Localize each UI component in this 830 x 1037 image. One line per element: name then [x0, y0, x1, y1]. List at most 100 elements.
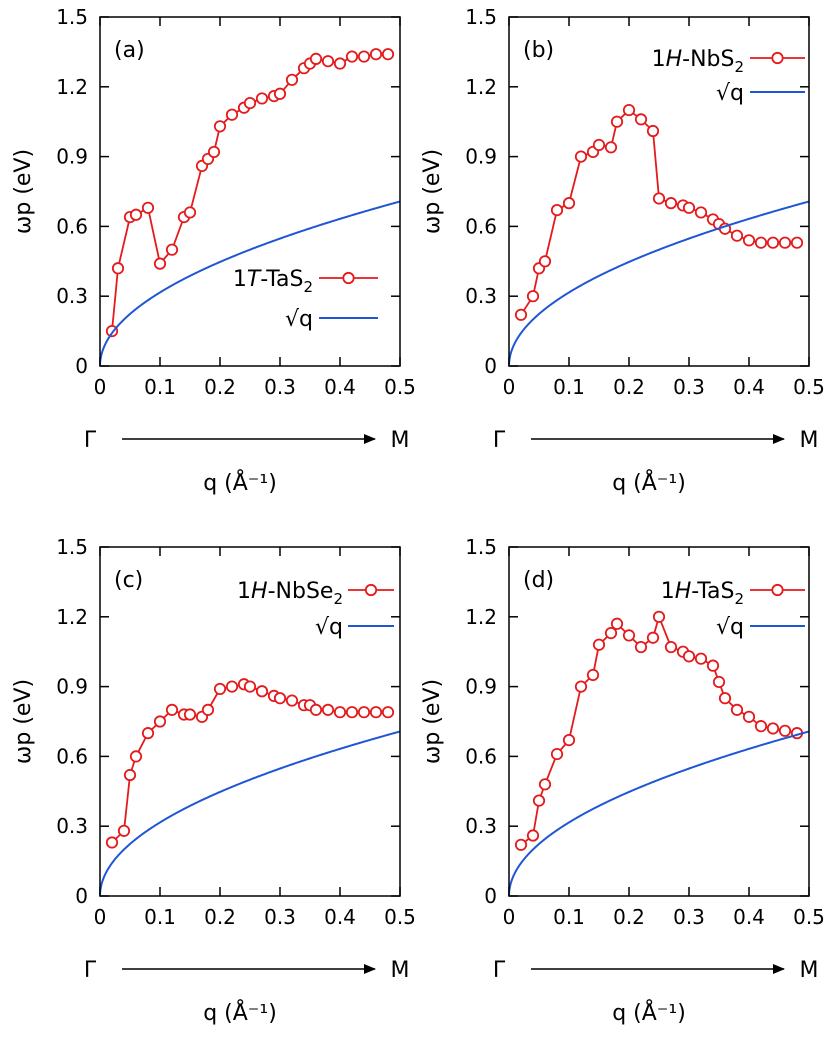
data-point: [111, 262, 125, 275]
x-tick-label: 0.4: [324, 375, 356, 399]
sqrt-q-curve: [99, 730, 401, 897]
x-tick-label: 0.4: [324, 905, 356, 929]
m-point-label: M: [800, 958, 819, 983]
plasmon-dispersion-line: [520, 614, 798, 846]
chart-panel-4: 0 0.3 0.6 0.9 1.2 1.5 0 0.1 0.2 0.3 0.4 0.5 (d) 1H-Ta…: [420, 535, 825, 1026]
legend-label-material: 1H-TaS2: [661, 579, 744, 608]
x-tick-label: 0.4: [733, 905, 765, 929]
legend-name-prefix: 1: [652, 47, 666, 72]
chart-panel-2: 0 0.3 0.6 0.9 1.2 1.5 0 0.1 0.2 0.3 0.4 0.5 (b) 1H-Nb…: [420, 5, 825, 496]
y-tick-label: 1.2: [465, 605, 497, 629]
legend-name-subscript: 2: [333, 590, 343, 608]
y-tick-label: 0: [484, 354, 497, 378]
data-point: [255, 685, 269, 698]
data-point: [141, 727, 155, 740]
data-point: [754, 720, 768, 733]
data-point: [225, 680, 239, 693]
y-tick-label: 1.5: [465, 5, 497, 29]
legend-name-prefix: 1: [237, 579, 251, 604]
x-tick-label: 0: [503, 375, 516, 399]
y-tick-label: 1.2: [56, 75, 88, 99]
data-point: [706, 659, 720, 672]
x-tick-label: 0.3: [673, 905, 705, 929]
x-axis-title: q (Å⁻¹): [612, 469, 686, 496]
x-tick-label: 0: [94, 375, 107, 399]
data-point: [652, 610, 666, 623]
x-axis-title: q (Å⁻¹): [612, 999, 686, 1026]
x-tick-label: 0.3: [264, 375, 296, 399]
y-tick-label: 0.3: [465, 284, 497, 308]
gamma-point-label: Γ: [84, 428, 97, 453]
legend-name-body: -TaS: [260, 267, 303, 292]
y-tick-label: 0.6: [465, 214, 497, 238]
m-point-label: M: [391, 958, 410, 983]
data-point: [664, 197, 678, 210]
data-point: [273, 87, 287, 100]
data-point: [742, 710, 756, 723]
panel-label: (b): [523, 38, 554, 63]
data-point: [285, 694, 299, 707]
data-point: [790, 236, 804, 249]
y-tick-label: 0: [75, 884, 88, 908]
data-point: [105, 836, 119, 849]
data-point: [730, 703, 744, 716]
data-point: [165, 243, 179, 256]
y-tick-label: 0.3: [465, 814, 497, 838]
x-tick-label: 0.3: [673, 375, 705, 399]
data-point: [225, 108, 239, 121]
x-tick-label: 0.1: [144, 905, 176, 929]
data-point: [538, 778, 552, 791]
y-tick-label: 1.5: [56, 5, 88, 29]
legend-name-body: -NbSe: [268, 579, 334, 604]
legend-name-subscript: 2: [734, 590, 744, 608]
data-point: [712, 675, 726, 689]
data-point: [141, 201, 155, 214]
data-point: [550, 747, 564, 761]
data-point: [129, 208, 143, 221]
legend-name-body: -NbS: [682, 47, 734, 72]
data-point: [213, 682, 227, 696]
sqrt-q-curve: [99, 200, 401, 367]
legend-label-material: 1H-NbS2: [652, 47, 744, 76]
data-point: [646, 631, 660, 644]
data-point: [682, 650, 696, 663]
x-tick-label: 0.2: [613, 905, 645, 929]
data-point: [369, 706, 383, 719]
data-point: [634, 113, 648, 126]
legend-marker-material: [771, 583, 784, 597]
x-tick-label: 0.2: [204, 375, 236, 399]
x-tick-label: 0.5: [384, 375, 416, 399]
data-point: [153, 715, 167, 728]
plot-frame: [99, 16, 401, 367]
data-point: [610, 115, 624, 128]
chart-panel-3: 0 0.3 0.6 0.9 1.2 1.5 0 0.1 0.2 0.3 0.4 0.5 (c) 1H-Nb…: [11, 535, 416, 1026]
data-point: [345, 706, 359, 719]
data-point: [321, 703, 335, 716]
data-point: [369, 48, 383, 61]
y-tick-label: 0: [484, 884, 497, 908]
y-axis-title: ωp (eV): [420, 149, 445, 234]
data-point: [123, 768, 137, 782]
data-point: [592, 638, 606, 651]
y-tick-label: 0.3: [56, 814, 88, 838]
legend-label-sqrt: √q: [716, 81, 744, 106]
data-point: [321, 55, 335, 68]
gamma-point-label: Γ: [84, 958, 97, 983]
y-tick-label: 0.6: [56, 744, 88, 768]
legend-marker-material: [364, 583, 378, 597]
legend-label-sqrt: √q: [285, 307, 313, 332]
data-point: [129, 750, 143, 763]
data-point: [778, 724, 792, 737]
data-point: [766, 236, 780, 249]
y-tick-label: 1.5: [56, 535, 88, 559]
gamma-point-label: Γ: [493, 958, 506, 983]
y-axis-title: ωp (eV): [420, 679, 445, 764]
x-tick-label: 0.5: [384, 905, 416, 929]
data-point: [604, 141, 618, 154]
legend-marker-material: [771, 51, 784, 65]
data-point: [754, 236, 768, 249]
data-point: [273, 692, 287, 705]
y-tick-label: 0.6: [465, 744, 497, 768]
legend-name-subscript: 2: [734, 58, 744, 76]
data-point: [766, 722, 780, 735]
